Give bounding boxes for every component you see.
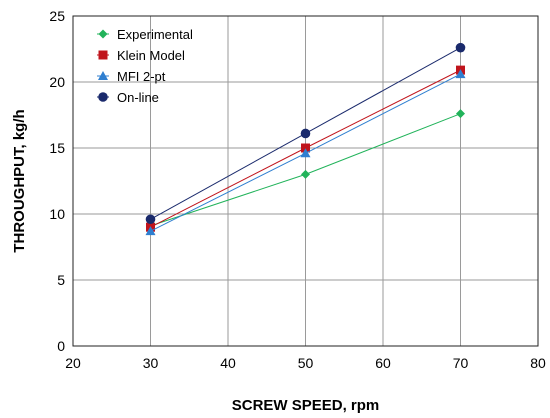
x-tick-label: 50: [298, 355, 314, 371]
x-tick-label: 40: [220, 355, 236, 371]
x-axis-ticks: 20 30 40 50 60 70 80: [65, 355, 546, 371]
gridlines: [72, 15, 539, 347]
legend-item: On-line: [97, 90, 159, 105]
legend: Experimental Klein Model MFI 2-pt On-line: [97, 27, 193, 105]
legend-marker: [98, 50, 108, 60]
legend-marker: [98, 92, 108, 102]
y-tick-label: 25: [49, 8, 65, 24]
legend-label: On-line: [117, 90, 159, 105]
x-tick-label: 80: [530, 355, 546, 371]
data-point: [455, 69, 466, 79]
x-tick-label: 20: [65, 355, 81, 371]
data-point: [301, 143, 310, 153]
series-mfi-2-pt: [145, 69, 466, 236]
x-tick-label: 70: [453, 355, 469, 371]
legend-label: Klein Model: [117, 48, 185, 63]
x-tick-label: 60: [375, 355, 391, 371]
data-point: [455, 42, 466, 53]
data-point: [300, 148, 311, 158]
data-point: [145, 214, 156, 225]
series-layer: [145, 42, 466, 236]
legend-item: MFI 2-pt: [97, 69, 166, 84]
plot-frame: [72, 15, 539, 347]
data-point: [456, 109, 465, 119]
y-tick-label: 0: [57, 338, 65, 354]
legend-item: Experimental: [97, 27, 193, 42]
x-tick-label: 30: [143, 355, 159, 371]
data-point: [301, 169, 310, 179]
data-point: [145, 226, 156, 236]
legend-label: MFI 2-pt: [117, 69, 166, 84]
y-axis-ticks: 0 5 10 15 20 25: [49, 8, 65, 354]
data-point: [300, 128, 311, 139]
legend-label: Experimental: [117, 27, 193, 42]
y-axis-title: THROUGHPUT, kg/h: [11, 109, 28, 252]
y-tick-label: 10: [49, 206, 65, 222]
x-axis-title: SCREW SPEED, rpm: [232, 397, 380, 414]
y-tick-label: 15: [49, 140, 65, 156]
legend-marker: [98, 71, 108, 80]
y-tick-label: 5: [57, 272, 65, 288]
legend-item: Klein Model: [97, 48, 185, 63]
y-tick-label: 20: [49, 74, 65, 90]
legend-marker: [98, 29, 108, 39]
series-on-line: [145, 42, 466, 225]
